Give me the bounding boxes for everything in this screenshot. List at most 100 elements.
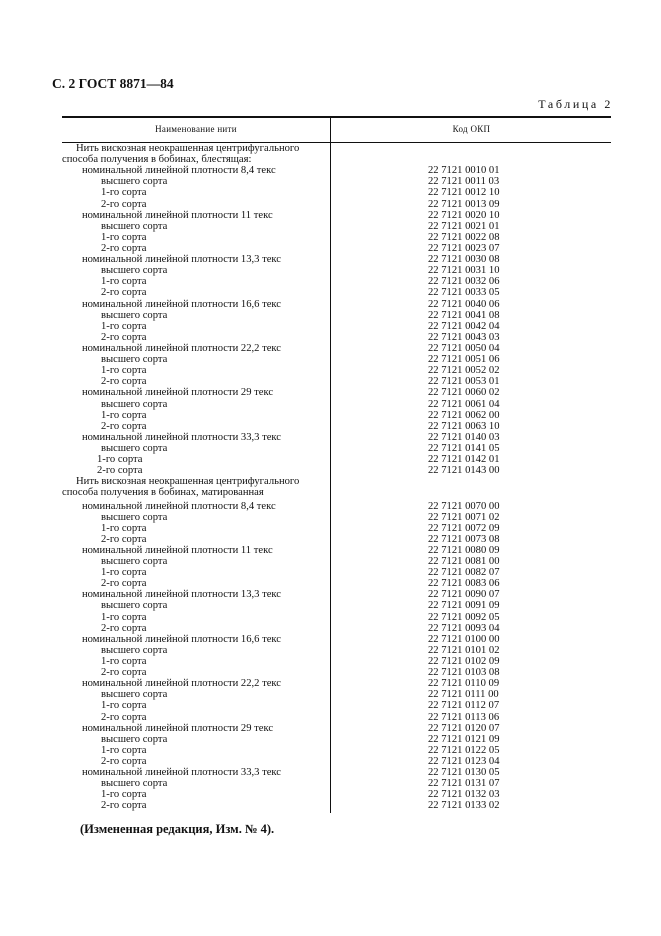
table-row-grade: 2-го сорта 22 7121 0143 00 bbox=[62, 465, 611, 476]
row-code: 22 7121 0043 03 bbox=[428, 331, 500, 343]
row-name: способа получения в бобинах, матированна… bbox=[62, 487, 264, 499]
table-row-grade: 1-го сорта 22 7121 0142 01 bbox=[62, 454, 611, 465]
row-name: 2-го сорта bbox=[101, 533, 147, 545]
table-row-section-title: Нить вискозная неокрашенная центрифугаль… bbox=[62, 143, 611, 154]
row-code: 22 7121 0102 09 bbox=[428, 656, 500, 668]
row-name: 1-го сорта bbox=[101, 744, 147, 756]
table-body: Нить вискозная неокрашенная центрифугаль… bbox=[62, 143, 611, 812]
row-code: 22 7121 0010 01 bbox=[428, 165, 500, 177]
row-code: 22 7121 0091 09 bbox=[428, 600, 500, 612]
table-row-grade: высшего сорта 22 7121 0131 07 bbox=[62, 778, 611, 789]
table-row-grade: 2-го сорта 22 7121 0113 06 bbox=[62, 712, 611, 723]
row-name: высшего сорта bbox=[101, 689, 168, 701]
row-code: 22 7121 0073 08 bbox=[428, 533, 500, 545]
row-name: высшего сорта bbox=[101, 398, 168, 410]
row-name: высшего сорта bbox=[101, 176, 168, 188]
row-name: высшего сорта bbox=[101, 644, 168, 656]
row-code: 22 7121 0110 09 bbox=[428, 678, 500, 690]
row-code: 22 7121 0042 04 bbox=[428, 320, 500, 332]
row-code: 22 7121 0021 01 bbox=[428, 220, 500, 232]
table-row-grade: 1-го сорта 22 7121 0032 06 bbox=[62, 276, 611, 287]
row-name: 1-го сорта bbox=[101, 567, 147, 579]
row-code: 22 7121 0093 04 bbox=[428, 622, 500, 634]
table-row-grade: 1-го сорта 22 7121 0122 05 bbox=[62, 745, 611, 756]
table-row-grade: высшего сорта 22 7121 0071 02 bbox=[62, 512, 611, 523]
row-code: 22 7121 0033 05 bbox=[428, 287, 500, 299]
row-code: 22 7121 0023 07 bbox=[428, 242, 500, 254]
row-name: высшего сорта bbox=[101, 442, 168, 454]
row-name: высшего сорта bbox=[101, 733, 168, 745]
row-code: 22 7121 0051 06 bbox=[428, 354, 500, 366]
row-code: 22 7121 0032 06 bbox=[428, 276, 500, 288]
row-name: номинальной линейной плотности 16,6 текс bbox=[82, 298, 282, 310]
row-name: 2-го сорта bbox=[101, 800, 147, 812]
table-row-grade: 2-го сорта 22 7121 0123 04 bbox=[62, 756, 611, 767]
table-row-grade: 2-го сорта 22 7121 0013 09 bbox=[62, 199, 611, 210]
table-row-grade: высшего сорта 22 7121 0031 10 bbox=[62, 265, 611, 276]
table-row-grade: 1-го сорта 22 7121 0092 05 bbox=[62, 612, 611, 623]
row-name: 2-го сорта bbox=[101, 667, 147, 679]
row-code: 22 7121 0072 09 bbox=[428, 522, 500, 534]
row-name: высшего сорта bbox=[101, 354, 168, 366]
row-name: номинальной линейной плотности 11 текс bbox=[82, 209, 273, 221]
row-code: 22 7121 0082 07 bbox=[428, 567, 500, 579]
row-name: 2-го сорта bbox=[101, 420, 147, 432]
row-name: 2-го сорта bbox=[101, 622, 147, 634]
column-header-code: Код ОКП bbox=[452, 124, 491, 134]
row-code: 22 7121 0090 07 bbox=[428, 589, 500, 601]
table-row-grade: 1-го сорта 22 7121 0042 04 bbox=[62, 321, 611, 332]
row-code: 22 7121 0083 06 bbox=[428, 578, 500, 590]
row-name: 1-го сорта bbox=[101, 365, 147, 377]
table-row-grade: 2-го сорта 22 7121 0063 10 bbox=[62, 421, 611, 432]
row-code: 22 7121 0053 01 bbox=[428, 376, 500, 388]
row-name: 1-го сорта bbox=[101, 789, 147, 801]
row-code: 22 7121 0132 03 bbox=[428, 789, 500, 801]
table-row-grade: 1-го сорта 22 7121 0102 09 bbox=[62, 656, 611, 667]
row-code: 22 7121 0130 05 bbox=[428, 767, 500, 779]
row-code: 22 7121 0123 04 bbox=[428, 756, 500, 768]
row-code: 22 7121 0142 01 bbox=[428, 454, 500, 466]
table-row-density: номинальной линейной плотности 11 текс 22… bbox=[62, 545, 611, 556]
row-code: 22 7121 0112 07 bbox=[428, 700, 500, 712]
table-header-rule bbox=[62, 142, 611, 143]
table-row-grade: 1-го сорта 22 7121 0132 03 bbox=[62, 789, 611, 800]
table-row-grade: 1-го сорта 22 7121 0012 10 bbox=[62, 187, 611, 198]
row-name: высшего сорта bbox=[101, 220, 168, 232]
page-header: С. 2 ГОСТ 8871—84 bbox=[52, 76, 174, 91]
row-name: 1-го сорта bbox=[101, 231, 147, 243]
row-code: 22 7121 0133 02 bbox=[428, 800, 500, 812]
row-name: высшего сорта bbox=[101, 309, 168, 321]
row-code: 22 7121 0140 03 bbox=[428, 431, 500, 443]
row-name: 2-го сорта bbox=[101, 331, 147, 343]
row-name: номинальной линейной плотности 22,2 текс bbox=[82, 342, 282, 354]
row-code: 22 7121 0071 02 bbox=[428, 511, 500, 523]
table-row-density: номинальной линейной плотности 33,3 текс… bbox=[62, 432, 611, 443]
row-name: 1-го сорта bbox=[101, 522, 147, 534]
table-row-grade: 2-го сорта 22 7121 0073 08 bbox=[62, 534, 611, 545]
table-row-grade: 1-го сорта 22 7121 0022 08 bbox=[62, 232, 611, 243]
row-code: 22 7121 0011 03 bbox=[428, 176, 500, 188]
row-code: 22 7121 0041 08 bbox=[428, 309, 500, 321]
row-name: 2-го сорта bbox=[101, 578, 147, 590]
row-code: 22 7121 0030 08 bbox=[428, 254, 500, 266]
row-name: Нить вискозная неокрашенная центрифугаль… bbox=[76, 476, 300, 488]
row-code: 22 7121 0143 00 bbox=[428, 465, 500, 477]
row-name: высшего сорта bbox=[101, 600, 168, 612]
table-row-density: номинальной линейной плотности 16,6 текс… bbox=[62, 634, 611, 645]
row-code: 22 7121 0103 08 bbox=[428, 667, 500, 679]
row-name: номинальной линейной плотности 8,4 текс bbox=[82, 165, 276, 177]
row-name: 2-го сорта bbox=[101, 711, 147, 723]
table-row-grade: высшего сорта 22 7121 0091 09 bbox=[62, 600, 611, 611]
row-code: 22 7121 0080 09 bbox=[428, 544, 500, 556]
table-caption: Таблица 2 bbox=[538, 97, 613, 111]
table-row-grade: 2-го сорта 22 7121 0093 04 bbox=[62, 623, 611, 634]
row-code: 22 7121 0022 08 bbox=[428, 231, 500, 243]
table-row-density: номинальной линейной плотности 22,2 текс… bbox=[62, 678, 611, 689]
row-code: 22 7121 0031 10 bbox=[428, 265, 500, 277]
footnote: (Измененная редакция, Изм. № 4). bbox=[80, 822, 275, 836]
row-name: 1-го сорта bbox=[97, 454, 143, 466]
row-code: 22 7121 0050 04 bbox=[428, 342, 500, 354]
table-row-density: номинальной линейной плотности 16,6 текс… bbox=[62, 299, 611, 310]
table-row-density: номинальной линейной плотности 29 текс 22… bbox=[62, 387, 611, 398]
row-code: 22 7121 0092 05 bbox=[428, 611, 500, 623]
